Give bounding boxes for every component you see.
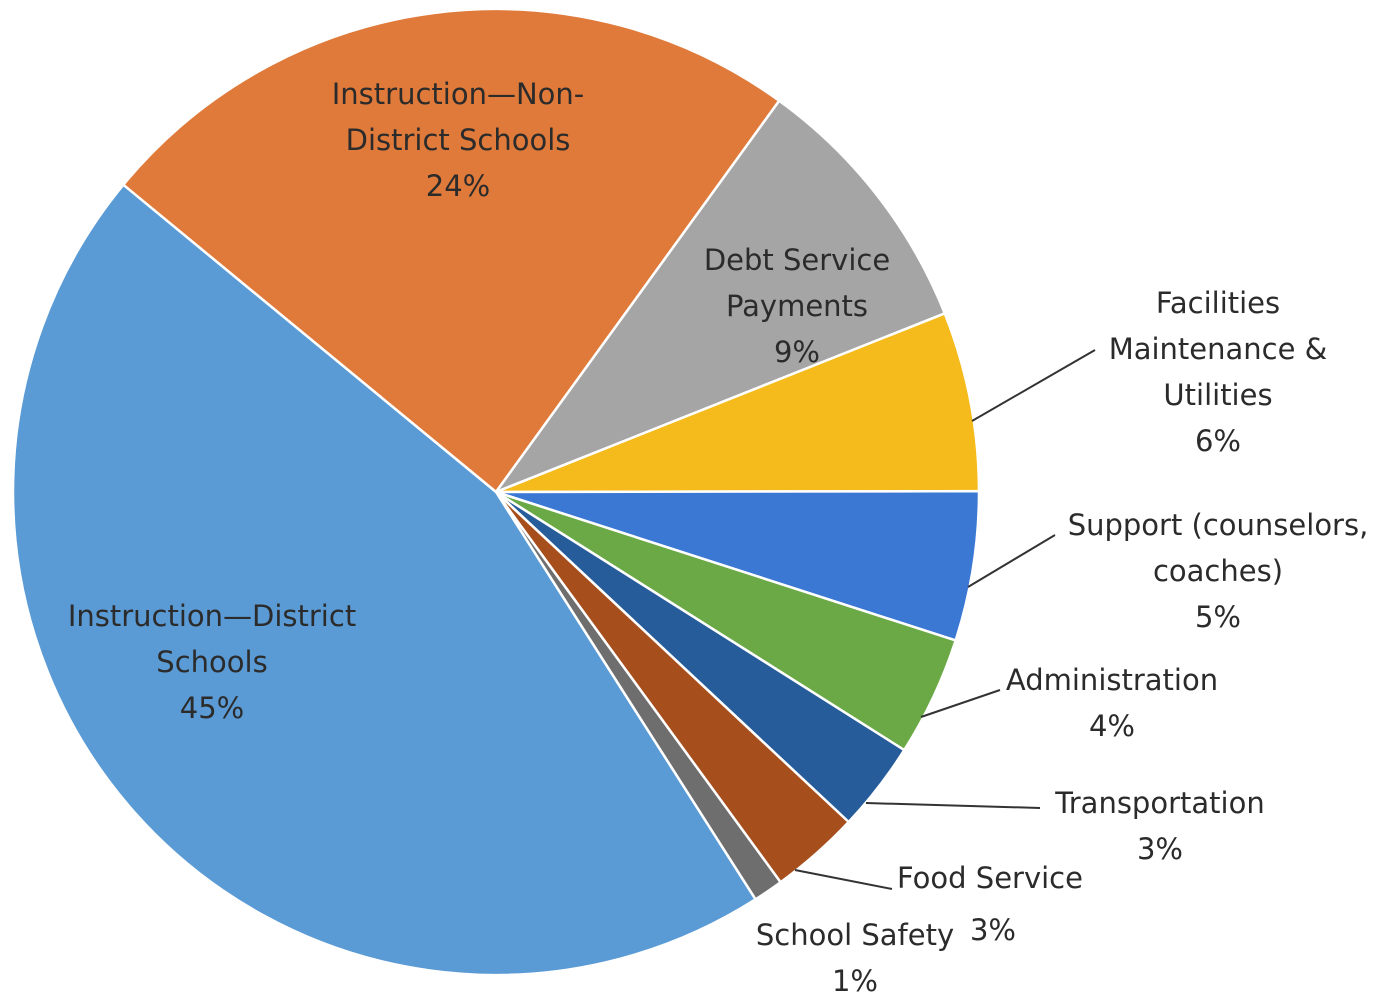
slice-label-line: Instruction—Non- xyxy=(332,77,585,111)
leader-line-3 xyxy=(971,349,1096,422)
slice-label-line: 45% xyxy=(180,691,244,725)
slice-label-1: Instruction—Non- District Schools 24% xyxy=(332,77,585,203)
slice-value-label-8-pct: 1% xyxy=(832,964,878,995)
slice-label-line: Facilities xyxy=(1156,286,1280,320)
slice-label-line: School Safety xyxy=(756,918,954,952)
leader-lines-layer xyxy=(794,349,1096,890)
slice-label-line: Debt Service xyxy=(704,243,890,277)
slice-label-line: 4% xyxy=(1089,709,1135,743)
slice-label-line: Instruction—District xyxy=(68,599,356,633)
slice-label-line: Schools xyxy=(156,645,267,679)
pie-slice-1 xyxy=(121,7,781,494)
leader-line-6 xyxy=(865,802,1041,809)
slice-label-line: 24% xyxy=(426,169,490,203)
slice-label-4: Support (counselors, coaches) 5% xyxy=(1068,508,1369,634)
leader-line-5 xyxy=(920,689,1001,718)
slices-layer xyxy=(11,7,981,977)
slice-value-label-8: 3% xyxy=(970,913,1016,947)
pie-slice-3 xyxy=(495,311,981,494)
pie-slice-4 xyxy=(495,489,981,643)
pie-slice-2 xyxy=(492,99,947,495)
slice-label-line: Maintenance & xyxy=(1109,332,1328,366)
leader-line-4 xyxy=(967,534,1056,588)
slice-label-0: Instruction—District Schools 45% xyxy=(68,599,356,725)
slice-label-line: Payments xyxy=(726,289,868,323)
slice-label-line: Food Service xyxy=(897,861,1083,895)
slice-label-line: 5% xyxy=(1195,600,1241,634)
slice-label-8: School Safety xyxy=(756,918,954,952)
labels-layer: Instruction—District Schools 45%Instructio… xyxy=(68,77,1369,995)
slice-label-line: Utilities xyxy=(1163,378,1272,412)
slice-label-line: Transportation xyxy=(1054,786,1264,820)
slice-label-line: 3% xyxy=(1137,832,1183,866)
slice-label-2: Debt Service Payments 9% xyxy=(704,243,890,369)
slice-label-line: District Schools xyxy=(346,123,571,157)
slice-label-line: Support (counselors, xyxy=(1068,508,1369,542)
slice-label-line: coaches) xyxy=(1153,554,1283,588)
slice-label-7: Food Service xyxy=(897,861,1083,895)
leader-line-7 xyxy=(794,869,893,890)
slice-label-line: Administration xyxy=(1006,663,1218,697)
slice-label-5: Administration 4% xyxy=(1006,663,1218,743)
pie-slice-0 xyxy=(11,183,758,977)
slice-label-6: Transportation 3% xyxy=(1054,786,1264,866)
slice-label-line: 6% xyxy=(1195,424,1241,458)
slice-label-line: 9% xyxy=(774,335,820,369)
slice-label-3: Facilities Maintenance & Utilities 6% xyxy=(1109,286,1328,458)
